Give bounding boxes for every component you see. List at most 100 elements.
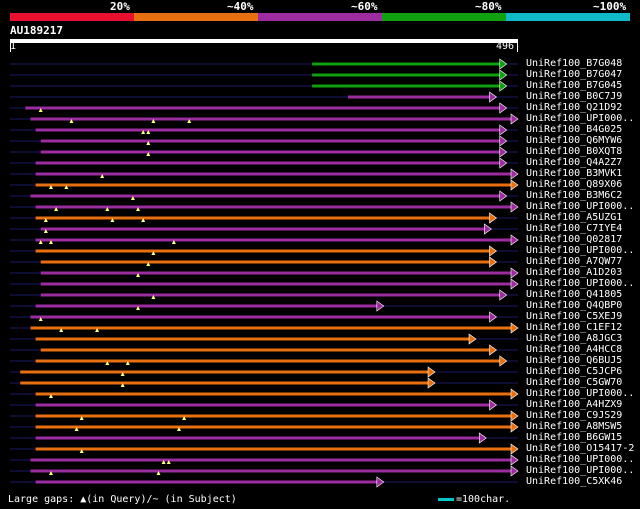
- hit-end-arrow: [489, 212, 498, 224]
- query-gap-marker: [79, 449, 84, 453]
- query-gap-marker: [120, 383, 125, 387]
- hit-end-arrow: [468, 333, 477, 345]
- hit-label[interactable]: UniRef100_A4HZX9: [526, 399, 623, 410]
- hit-label[interactable]: UniRef100_C7IYE4: [526, 223, 623, 234]
- hit-label[interactable]: UniRef100_A8JGC3: [526, 333, 623, 344]
- hit-label[interactable]: UniRef100_B6GW15: [526, 432, 623, 443]
- hit-label[interactable]: UniRef100_UPI000..: [526, 465, 635, 476]
- hit-end-arrow: [489, 311, 498, 323]
- hit-label[interactable]: UniRef100_C1EF12: [526, 322, 623, 333]
- query-gap-marker: [64, 185, 69, 189]
- query-gap-marker: [136, 207, 141, 211]
- hit-label[interactable]: UniRef100_B3MVK1: [526, 168, 623, 179]
- query-gap-marker: [166, 460, 171, 464]
- hit-end-arrow: [499, 157, 508, 169]
- hit-label[interactable]: UniRef100_A1D203: [526, 267, 623, 278]
- query-gap-marker: [69, 119, 74, 123]
- query-gap-marker: [146, 262, 151, 266]
- hit-label[interactable]: UniRef100_C5XK46: [526, 476, 623, 487]
- hit-end-arrow: [510, 322, 519, 334]
- hit-label[interactable]: UniRef100_B3M6C2: [526, 190, 623, 201]
- query-gap-marker: [146, 152, 151, 156]
- identity-scale-segment: [506, 13, 630, 21]
- query-gap-marker: [105, 361, 110, 365]
- hit-end-arrow: [499, 58, 508, 70]
- hit-label[interactable]: UniRef100_B0XQT8: [526, 146, 623, 157]
- hit-end-arrow: [510, 278, 519, 290]
- hit-end-arrow: [510, 168, 519, 180]
- hit-label[interactable]: UniRef100_C5GW70: [526, 377, 623, 388]
- query-gap-marker: [141, 218, 146, 222]
- query-gap-marker: [182, 416, 187, 420]
- identity-scale-label: ~100%: [593, 0, 627, 13]
- query-gap-marker: [146, 130, 151, 134]
- hit-end-arrow: [510, 267, 519, 279]
- query-gap-marker: [79, 416, 84, 420]
- hit-label[interactable]: UniRef100_Q21D92: [526, 102, 623, 113]
- hit-label[interactable]: UniRef100_B4G025: [526, 124, 623, 135]
- hit-end-arrow: [478, 432, 487, 444]
- query-gap-marker: [141, 130, 146, 134]
- hit-label[interactable]: UniRef100_UPI000..: [526, 388, 635, 399]
- hit-end-arrow: [499, 124, 508, 136]
- hit-end-arrow: [510, 388, 519, 400]
- hit-end-arrow: [489, 91, 498, 103]
- query-gap-marker: [95, 328, 100, 332]
- query-gap-marker: [38, 240, 43, 244]
- hit-label[interactable]: UniRef100_UPI000..: [526, 278, 635, 289]
- gap-legend: Large gaps: ▲(in Query)/~ (in Subject): [8, 494, 237, 505]
- query-gap-marker: [187, 119, 192, 123]
- query-gap-marker: [161, 460, 166, 464]
- hit-label[interactable]: UniRef100_B7G048: [526, 58, 623, 69]
- query-gap-marker: [110, 218, 115, 222]
- hit-label[interactable]: UniRef100_Q6BUJ5: [526, 355, 623, 366]
- query-gap-marker: [136, 273, 141, 277]
- identity-scale-segment: [134, 13, 258, 21]
- query-gap-marker: [74, 427, 79, 431]
- query-gap-marker: [156, 471, 161, 475]
- hit-label[interactable]: UniRef100_C5JCP6: [526, 366, 623, 377]
- hit-label[interactable]: UniRef100_Q4A2Z7: [526, 157, 623, 168]
- hit-end-arrow: [376, 476, 385, 488]
- identity-scale-label: ~40%: [227, 0, 254, 13]
- query-gap-marker: [136, 306, 141, 310]
- query-gap-marker: [43, 229, 48, 233]
- hit-label[interactable]: UniRef100_C5XEJ9: [526, 311, 623, 322]
- query-id: AU189217: [10, 24, 63, 37]
- query-gap-marker: [100, 174, 105, 178]
- hit-label[interactable]: UniRef100_B7G047: [526, 69, 623, 80]
- hit-label[interactable]: UniRef100_Q6MYW6: [526, 135, 623, 146]
- query-gap-marker: [43, 218, 48, 222]
- hit-label[interactable]: UniRef100_UPI000..: [526, 113, 635, 124]
- hit-end-arrow: [510, 113, 519, 125]
- query-gap-marker: [48, 240, 53, 244]
- hit-label[interactable]: UniRef100_O15417-2: [526, 443, 635, 454]
- hit-label[interactable]: UniRef100_Q4QBP0: [526, 300, 623, 311]
- hit-label[interactable]: UniRef100_A4HCC8: [526, 344, 623, 355]
- identity-scale-segment: [10, 13, 134, 21]
- hit-end-arrow: [510, 421, 519, 433]
- query-gap-marker: [105, 207, 110, 211]
- hit-end-arrow: [510, 443, 519, 455]
- hit-label[interactable]: UniRef100_UPI000..: [526, 454, 635, 465]
- query-gap-marker: [48, 185, 53, 189]
- hit-label[interactable]: UniRef100_B0C7J9: [526, 91, 623, 102]
- hit-end-arrow: [499, 190, 508, 202]
- query-gap-marker: [120, 372, 125, 376]
- hit-label[interactable]: UniRef100_UPI000..: [526, 245, 635, 256]
- hit-label[interactable]: UniRef100_B7G045: [526, 80, 623, 91]
- hit-label[interactable]: UniRef100_A8MSW5: [526, 421, 623, 432]
- query-gap-marker: [151, 251, 156, 255]
- hit-label[interactable]: UniRef100_Q89X06: [526, 179, 623, 190]
- hit-label[interactable]: UniRef100_UPI000..: [526, 201, 635, 212]
- hit-label[interactable]: UniRef100_Q41805: [526, 289, 623, 300]
- hit-label[interactable]: UniRef100_C9JS29: [526, 410, 623, 421]
- hit-label[interactable]: UniRef100_A7QW77: [526, 256, 623, 267]
- hit-label[interactable]: UniRef100_Q02817: [526, 234, 623, 245]
- identity-scale-label: ~60%: [351, 0, 378, 13]
- hit-label[interactable]: UniRef100_A5UZG1: [526, 212, 623, 223]
- query-gap-marker: [59, 328, 64, 332]
- query-gap-marker: [38, 317, 43, 321]
- query-gap-marker: [146, 141, 151, 145]
